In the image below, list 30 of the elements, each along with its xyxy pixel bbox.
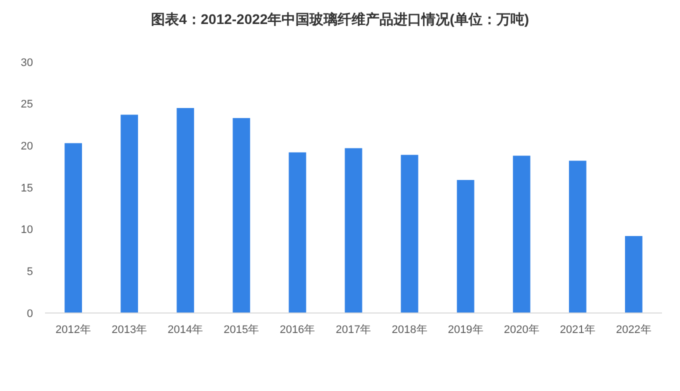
x-tick-label: 2018年 [392, 324, 428, 336]
y-tick-label: 25 [20, 98, 33, 111]
bar [625, 236, 642, 313]
bar [176, 108, 194, 313]
x-tick-label: 2014年 [168, 324, 204, 336]
y-tick-label: 30 [20, 56, 33, 69]
x-tick-label: 2015年 [224, 324, 260, 336]
x-tick-label: 2012年 [56, 324, 92, 336]
x-tick-label: 2020年 [504, 324, 540, 336]
bar [512, 156, 530, 313]
y-tick-label: 15 [20, 182, 33, 194]
x-tick-label: 2021年 [560, 324, 596, 336]
chart-title: 图表4：2012-2022年中国玻璃纤维产品进口情况(单位：万吨) [150, 11, 530, 27]
y-tick-label: 10 [20, 224, 33, 236]
x-tick-label: 2022年 [616, 324, 652, 336]
bar [456, 180, 474, 313]
x-tick-label: 2019年 [448, 324, 484, 336]
x-tick-label: 2013年 [112, 324, 148, 336]
bar [64, 143, 82, 313]
bar [344, 148, 362, 313]
bar [400, 154, 418, 313]
bar [288, 152, 306, 313]
bar [120, 114, 138, 313]
y-tick-label: 5 [26, 266, 33, 278]
y-tick-label: 20 [20, 140, 33, 153]
bar [232, 118, 250, 313]
y-tick-label: 0 [26, 308, 33, 320]
bar [568, 160, 586, 313]
x-tick-label: 2016年 [280, 324, 316, 336]
x-tick-label: 2017年 [336, 324, 372, 336]
